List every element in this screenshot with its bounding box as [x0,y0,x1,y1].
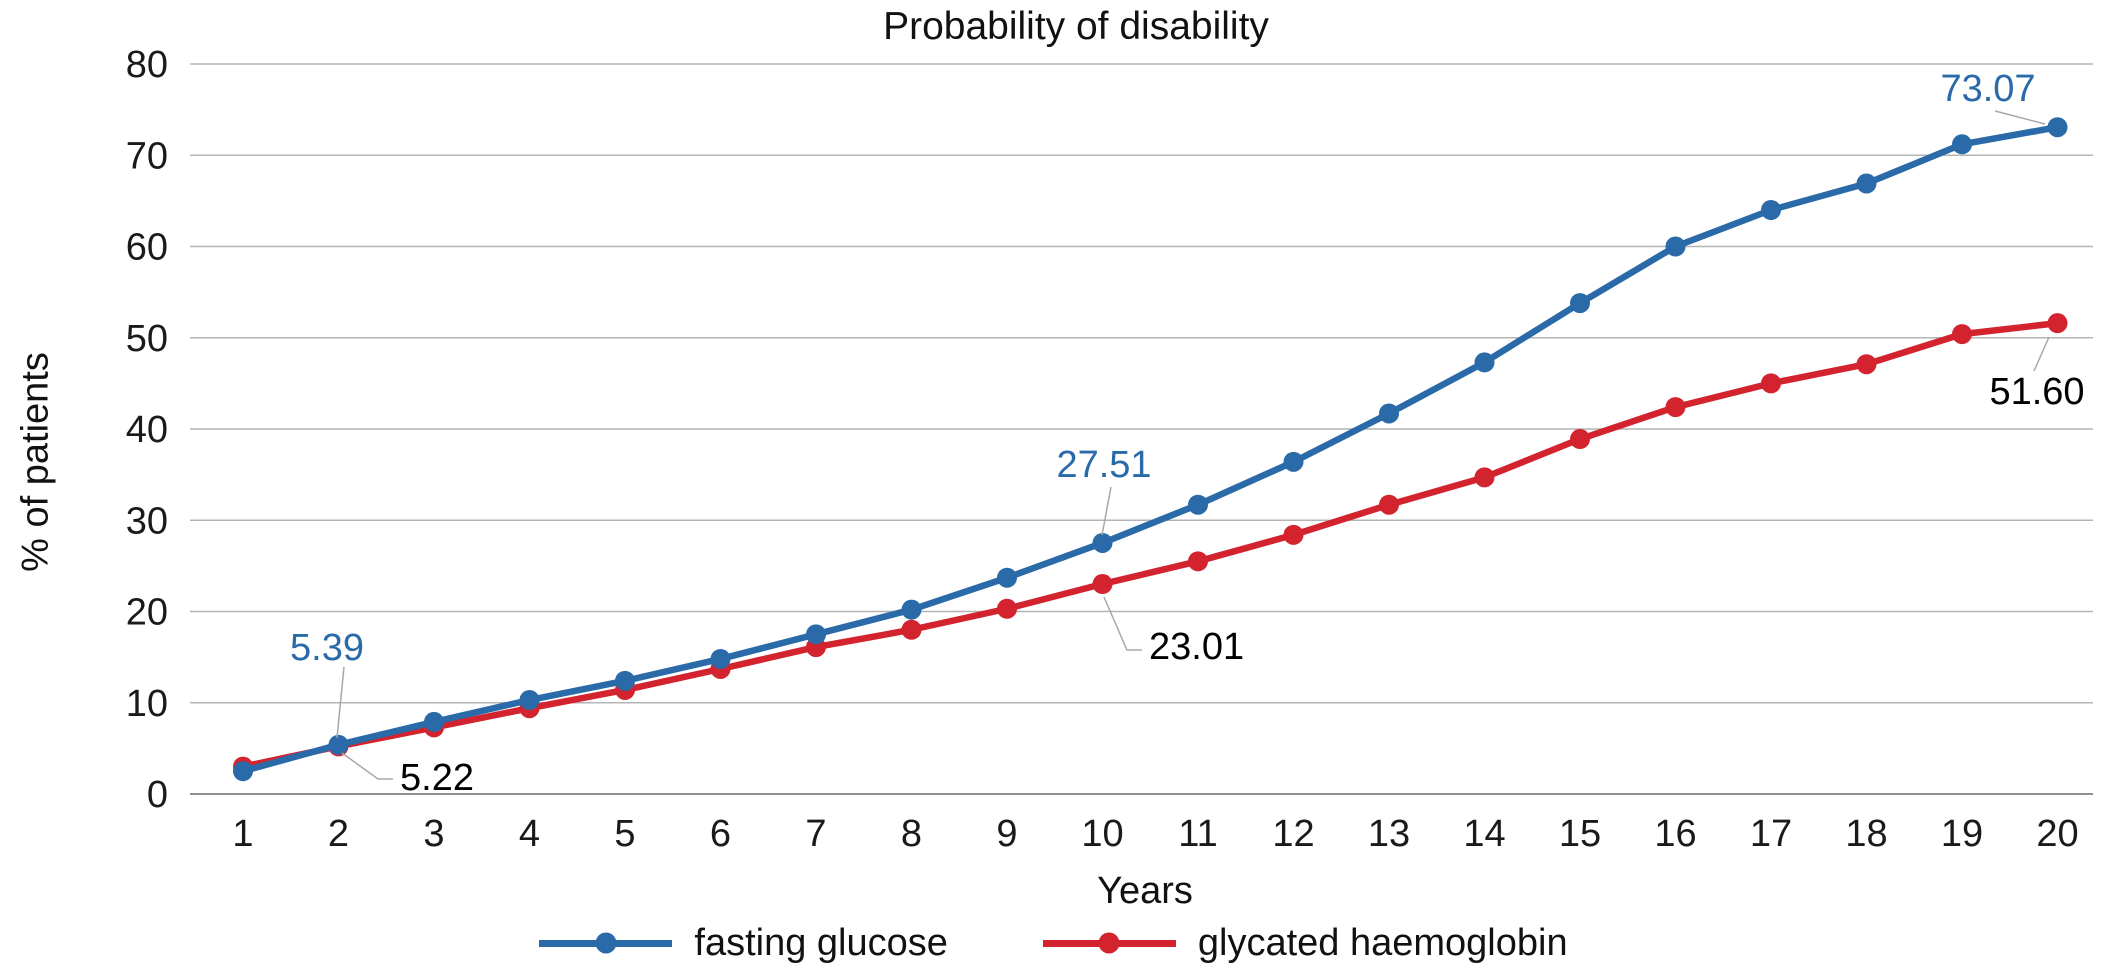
glycated-haemoglobin-point-year-14 [1474,467,1495,488]
legend-dot-icon [595,932,617,954]
x-tick-label: 15 [1559,813,1601,855]
legend-line-marker-icon [1042,931,1176,955]
data-label-glycated-haemoglobin-year-20: 51.60 [1989,371,2084,413]
fasting-glucose-point-year-18 [1856,173,1877,194]
x-tick-label: 14 [1463,813,1505,855]
y-tick-label: 40 [126,409,168,451]
chart-title: Probability of disability [883,5,1269,48]
annotation-leader-line [1103,596,1142,651]
glycated-haemoglobin-point-year-20 [2047,313,2068,334]
glycated-haemoglobin-point-year-9 [997,598,1017,619]
x-tick-label: 19 [1941,813,1983,855]
fasting-glucose-point-year-20 [2047,117,2068,138]
fasting-glucose-point-year-1 [233,761,253,782]
x-axis-title: Years [1097,870,1193,912]
data-label-fasting-glucose-year-10: 27.51 [1056,444,1151,486]
y-tick-label: 30 [126,500,168,542]
annotation-leader-line [1101,486,1112,536]
glycated-haemoglobin-point-year-12 [1283,524,1304,545]
data-label-fasting-glucose-year-20: 73.07 [1940,68,2035,110]
annotation-leader-line [336,666,345,739]
fasting-glucose-point-year-6 [710,648,731,669]
y-tick-label: 50 [126,318,168,360]
x-tick-label: 4 [519,813,540,855]
glycated-haemoglobin-point-year-16 [1665,397,1686,418]
glycated-haemoglobin-point-year-18 [1856,354,1877,375]
fasting-glucose-point-year-9 [997,567,1017,588]
legend-line-marker-icon [539,931,673,955]
fasting-glucose-point-year-14 [1474,352,1495,373]
fasting-glucose-point-year-12 [1283,451,1304,472]
x-tick-label: 3 [423,813,444,855]
legend-item-fasting-glucose: fasting glucose [539,922,948,965]
glycated-haemoglobin-point-year-19 [1952,324,1972,345]
x-tick-label: 11 [1178,813,1217,855]
fasting-glucose-point-year-15 [1570,293,1590,314]
x-tick-label: 16 [1654,813,1696,855]
fasting-glucose-point-year-3 [424,711,444,732]
x-tick-label: 13 [1368,813,1410,855]
fasting-glucose-point-year-13 [1379,403,1399,424]
legend: fasting glucose glycated haemoglobin [0,918,2107,968]
y-tick-label: 0 [147,774,168,816]
fasting-glucose-point-year-4 [519,690,540,711]
legend-label-fasting-glucose: fasting glucose [694,921,948,964]
fasting-glucose-point-year-7 [806,624,826,645]
glycated-haemoglobin-point-year-11 [1188,551,1208,572]
x-tick-label: 20 [2036,813,2078,855]
glycated-haemoglobin-point-year-10 [1092,574,1113,595]
x-tick-label: 9 [996,813,1017,855]
y-tick-label: 70 [126,135,168,177]
data-label-fasting-glucose-year-2: 5.39 [290,627,364,669]
glycated-haemoglobin-point-year-17 [1761,373,1781,394]
data-label-glycated-haemoglobin-year-2: 5.22 [400,757,474,799]
annotation-leader-line [341,752,393,780]
x-tick-label: 7 [805,813,826,855]
y-tick-label: 60 [126,227,168,269]
fasting-glucose-point-year-11 [1188,494,1208,515]
legend-item-glycated-haemoglobin: glycated haemoglobin [1042,921,1568,965]
legend-dot-icon [1098,932,1120,954]
fasting-glucose-point-year-2 [328,734,349,755]
fasting-glucose-point-year-8 [901,599,922,620]
x-tick-label: 2 [328,813,349,855]
legend-label-glycated-haemoglobin: glycated haemoglobin [1197,921,1568,964]
fasting-glucose-point-year-10 [1092,532,1113,553]
glycated-haemoglobin-point-year-13 [1379,494,1399,515]
data-label-glycated-haemoglobin-year-10: 23.01 [1149,626,1244,668]
glycated-haemoglobin-point-year-15 [1570,429,1590,450]
glycated-haemoglobin-line [239,319,2061,770]
y-tick-label: 10 [126,683,168,725]
y-tick-label: 80 [126,44,168,86]
annotation-leader-line [2033,336,2050,372]
fasting-glucose-point-year-17 [1761,200,1781,220]
fasting-glucose-line [239,123,2061,775]
x-tick-label: 5 [614,813,635,855]
fasting-glucose-point-year-16 [1665,236,1686,257]
annotation-leader-line [1994,110,2046,125]
x-tick-label: 18 [1845,813,1887,855]
x-tick-label: 17 [1750,813,1792,855]
fasting-glucose-point-year-19 [1952,134,1972,155]
glycated-haemoglobin-point-year-8 [901,619,922,640]
fasting-glucose-point-year-5 [615,670,635,691]
x-tick-label: 6 [710,813,731,855]
x-tick-label: 12 [1272,813,1314,855]
x-tick-label: 1 [232,813,253,855]
x-tick-label: 8 [901,813,922,855]
x-tick-label: 10 [1081,813,1123,855]
y-tick-label: 20 [126,592,168,634]
